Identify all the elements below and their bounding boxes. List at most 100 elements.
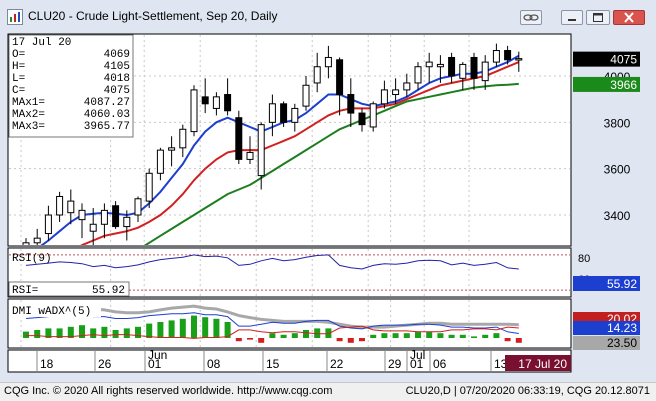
candle-body (100, 209, 108, 225)
status-bar: CQG Inc. © 2020 All rights reserved worl… (0, 382, 656, 401)
candle-body (123, 216, 131, 228)
dmi-histogram-bar (224, 322, 231, 338)
rsi-label: RSI(9) (12, 253, 52, 265)
candle-body (313, 66, 321, 84)
dmi-histogram-bar (437, 333, 444, 338)
candle-body (179, 128, 187, 149)
dmi-plus-line (25, 312, 519, 334)
dmi-histogram-bar (67, 326, 74, 338)
chart-window: CLU20 - Crude Light-Settlement, Sep 20, … (0, 0, 656, 373)
dmi-histogram-bar (359, 338, 365, 342)
candle-body (212, 96, 220, 109)
candle-body (324, 56, 332, 68)
dmi-histogram-bar (403, 333, 410, 338)
dmi-histogram-bar (179, 318, 186, 338)
candle-body (459, 63, 467, 79)
candle-body (380, 89, 388, 105)
info-label: O= (12, 49, 25, 61)
dmi-histogram-bar (112, 330, 119, 338)
candle-body (291, 107, 299, 123)
info-value: 4105 (104, 61, 130, 73)
day-label: 01 (410, 357, 424, 371)
candle-body (190, 89, 198, 133)
dmi-histogram-bar (504, 338, 511, 342)
dmi-histogram-bar (515, 338, 522, 343)
candle-body (224, 94, 232, 112)
price-tick-label: 3800 (604, 116, 631, 130)
day-label: 26 (98, 357, 112, 371)
candle-body (347, 94, 355, 114)
title-bar[interactable]: CLU20 - Crude Light-Settlement, Sep 20, … (0, 0, 656, 32)
price-axis: 340036003800400040753966 (573, 51, 640, 223)
ma3-badge-value: 3966 (610, 78, 637, 92)
last-price-badge (573, 51, 640, 67)
dmi-histogram-bar (45, 328, 52, 338)
ma2-line (80, 61, 520, 245)
info-value: 4087.27 (84, 97, 130, 109)
info-value: 4069 (104, 49, 130, 61)
rsi-value-box (8, 281, 130, 297)
dmi-histogram-bar (448, 334, 455, 338)
info-label: MAx3= (12, 121, 45, 133)
candle-body (436, 63, 444, 68)
candle-body (336, 59, 344, 96)
dmi-histogram-bar (370, 334, 377, 338)
dmi-histogram-bar (168, 320, 175, 338)
candle-body (358, 112, 366, 126)
candle-body (156, 149, 164, 174)
dmi-histogram-bar (336, 338, 343, 342)
info-label: H= (12, 61, 25, 73)
dmi-chart (23, 304, 522, 343)
candle-body (268, 103, 276, 123)
candle-body (246, 151, 254, 160)
dmi-badge (573, 321, 640, 335)
maximize-button[interactable] (586, 10, 610, 25)
dmi-histogram-bar (258, 338, 265, 343)
day-label: 18 (40, 357, 54, 371)
info-value: 3965.77 (84, 121, 130, 133)
minimize-icon (568, 19, 576, 21)
window-title: CLU20 - Crude Light-Settlement, Sep 20, … (28, 9, 278, 23)
close-button[interactable] (613, 10, 645, 25)
dmi-histogram-bar (471, 336, 477, 338)
info-box: 17 Jul 20 O= 4069 H= 4105 L= 4018 C= 4075 MAx1= 4… (8, 34, 134, 138)
dmi-histogram-bar (347, 338, 354, 343)
rsi-badge-value: 55.92 (607, 277, 637, 291)
price-grid (9, 35, 570, 245)
candle-body (448, 56, 456, 77)
dmi-histogram-bar (213, 318, 220, 338)
price-tick-label: 3600 (604, 163, 631, 177)
dmi-histogram-bar (381, 333, 388, 338)
month-label: Jul (410, 348, 425, 362)
dmi-histogram-bar (269, 333, 276, 338)
dmi-histogram-bar (191, 315, 197, 338)
candle-body (515, 58, 523, 61)
candle-body (22, 242, 30, 245)
day-label: 01 (148, 357, 162, 371)
ma3-line (143, 82, 519, 245)
dmi-histogram-bar (146, 323, 153, 338)
candle-body (134, 198, 142, 216)
info-date: 17 Jul 20 (12, 37, 71, 49)
dmi-badge (573, 336, 640, 350)
rsi-badge (573, 276, 640, 291)
dmi-histogram-bar (202, 317, 209, 338)
ma3-badge (573, 76, 640, 92)
link-button[interactable] (520, 10, 542, 25)
link-icon (523, 14, 539, 21)
candle-body (470, 56, 478, 79)
info-label: L= (12, 73, 25, 85)
maximize-icon (593, 13, 603, 22)
dmi-histogram-bar (135, 326, 141, 338)
dmi-histogram-bar (392, 333, 399, 338)
dmi-histogram-bar (235, 338, 242, 342)
info-value: 4018 (104, 73, 130, 85)
info-label: MAx2= (12, 109, 45, 121)
minimize-button[interactable] (561, 10, 583, 25)
dmi-histogram-bar (459, 334, 466, 338)
candle-body (33, 237, 41, 244)
day-label: 06 (433, 357, 447, 371)
rsi-value: 55.92 (92, 285, 125, 297)
dmi-histogram-bar (482, 334, 489, 338)
